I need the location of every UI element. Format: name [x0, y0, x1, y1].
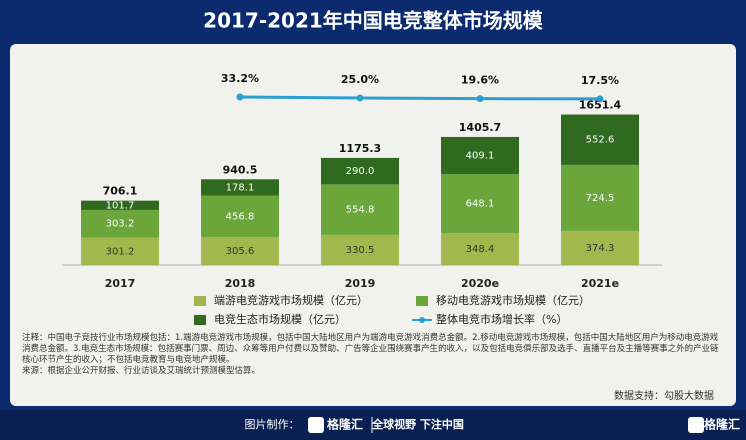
footer-bar — [0, 410, 746, 440]
footer-slogan: 全球视野 下注中国 — [371, 417, 464, 431]
bar-segment — [561, 230, 639, 265]
legend-label: 整体电竞市场增长率（%） — [436, 312, 567, 326]
bar-value-label: 303.2 — [106, 219, 135, 230]
footer-logo-icon — [308, 417, 324, 433]
growth-point — [476, 95, 484, 103]
bar-segment — [561, 114, 639, 165]
x-tick-label: 2021e — [581, 277, 619, 290]
bar-segment — [441, 136, 519, 175]
bar-segment — [201, 179, 279, 196]
source: 来源：根据企业公开财报、行业访谈及艾瑞统计预测模型估算。 — [22, 366, 261, 376]
note-block: 注释：中国电子竞技行业市场规模包括：1.端游电竞游戏市场规模，包括中国大陆地区用… — [22, 333, 722, 377]
bar-value-label: 552.6 — [586, 135, 615, 146]
x-tick-label: 2017 — [105, 277, 136, 290]
bar-value-label: 554.8 — [346, 205, 375, 216]
bar-segment — [201, 237, 279, 265]
bar-value-label: 305.6 — [226, 246, 255, 257]
bar-segment — [321, 184, 399, 235]
growth-point — [596, 95, 604, 103]
growth-point — [356, 94, 364, 102]
bar-value-label: 374.3 — [586, 243, 615, 254]
total-label: 1405.7 — [459, 121, 501, 134]
total-label: 1175.3 — [339, 142, 381, 155]
bar-value-label: 409.1 — [466, 151, 495, 162]
growth-label: 25.0% — [341, 73, 379, 86]
bar-segment — [81, 200, 159, 210]
bar-value-label: 101.7 — [106, 200, 135, 211]
x-tick-label: 2018 — [225, 277, 256, 290]
brand: 格隆汇 — [704, 417, 740, 432]
legend-swatch — [416, 296, 428, 306]
legend-label: 移动电竞游戏市场规模（亿元） — [436, 293, 590, 307]
legend-label: 电竞生态市场规模（亿元） — [214, 312, 346, 326]
brand-icon — [688, 417, 704, 433]
bar-value-label: 301.2 — [106, 246, 135, 257]
data-support: 数据支持：勾股大数据 — [614, 389, 714, 402]
total-label: 1651.4 — [579, 99, 622, 112]
bar-value-label: 290.0 — [346, 166, 375, 177]
footer-made-by: 图片制作： — [245, 418, 300, 431]
bar-value-label: 178.1 — [226, 182, 255, 193]
legend-label: 端游电竞游戏市场规模（亿元） — [214, 293, 368, 307]
total-label: 706.1 — [103, 185, 138, 198]
growth-line — [239, 95, 601, 101]
chart-title: 2017-2021年中国电竞整体市场规模 — [203, 9, 544, 33]
legend-swatch-dot — [419, 317, 425, 323]
bar-segment — [321, 234, 399, 265]
bar-value-label: 348.4 — [466, 244, 495, 255]
footer-logo: 格隆汇 — [327, 417, 363, 432]
bar-segment — [81, 209, 159, 238]
bar-value-label: 330.5 — [346, 245, 375, 256]
growth-label: 33.2% — [221, 72, 259, 85]
bar-segment — [81, 237, 159, 265]
bar-value-label: 456.8 — [226, 211, 255, 222]
bar-segment — [321, 157, 399, 185]
legend-swatch — [194, 315, 206, 325]
bar-segment — [441, 233, 519, 265]
growth-label: 17.5% — [581, 74, 619, 87]
legend-swatch — [194, 296, 206, 306]
bar-segment — [441, 174, 519, 234]
growth-label: 19.6% — [461, 74, 499, 87]
bar-value-label: 648.1 — [466, 199, 495, 210]
bar-segment — [201, 195, 279, 238]
bar-value-label: 724.5 — [586, 193, 615, 204]
bar-segment — [561, 164, 639, 231]
note: 注释：中国电子竞技行业市场规模包括：1.端游电竞游戏市场规模，包括中国大陆地区用… — [22, 333, 719, 365]
growth-point — [236, 93, 244, 101]
total-label: 940.5 — [223, 163, 258, 176]
x-tick-label: 2019 — [345, 277, 376, 290]
x-tick-label: 2020e — [461, 277, 499, 290]
